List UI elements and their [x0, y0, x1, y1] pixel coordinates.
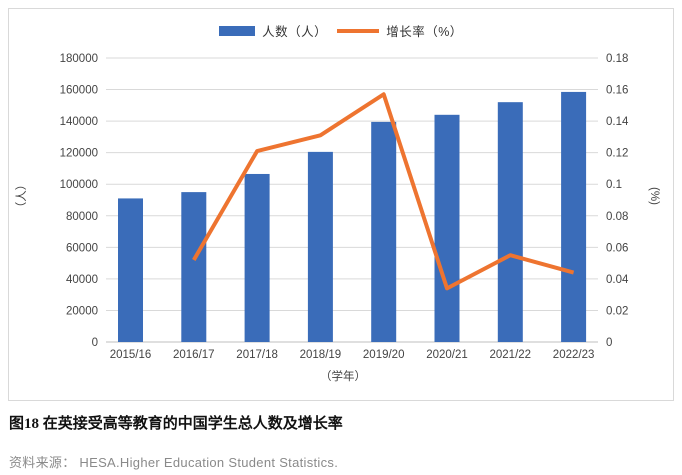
growth-rate-line — [192, 92, 575, 291]
y2-axis-tick-label: 0.16 — [606, 85, 628, 97]
y2-axis-tick-label: 0.1 — [606, 179, 622, 191]
bar-2016/17 — [181, 192, 207, 342]
legend-item-students: 人数（人） — [219, 21, 327, 40]
y-axis-tick-label: 80000 — [66, 211, 98, 223]
y-axis-tick-label: 100000 — [60, 179, 98, 191]
y2-axis-tick-label: 0 — [606, 337, 612, 349]
x-axis-title: （学年） — [320, 369, 366, 383]
bar-2022/23 — [561, 91, 587, 342]
legend-label-students: 人数（人） — [262, 25, 328, 39]
y2-axis-tick-label: 0.18 — [606, 53, 628, 65]
bar-2017/18 — [244, 173, 270, 342]
y2-axis-tick-label: 0.04 — [606, 274, 629, 286]
bar-2021/22 — [497, 102, 523, 342]
x-axis-tick-label: 2017/18 — [236, 349, 278, 361]
bar-2019/20 — [371, 121, 397, 343]
chart-legend: 人数（人） 增长率（%） — [9, 21, 673, 40]
y-axis-tick-label: 180000 — [60, 53, 98, 65]
y2-axis-tick-label: 0.14 — [606, 116, 629, 128]
bar-series-swatch-icon — [219, 25, 256, 36]
legend-item-growth: 增长率（%） — [337, 21, 463, 40]
x-axis-tick-label: 2016/17 — [173, 349, 215, 361]
x-axis-tick-label: 2022/23 — [553, 349, 595, 361]
bar-2015/16 — [118, 198, 143, 342]
y2-axis-tick-label: 0.06 — [606, 242, 628, 254]
combo-chart: 0 0 20000 0.02 40000 0.04 60000 0.06 80000 0.08 10… — [15, 53, 660, 383]
x-axis-tick-label: 2018/19 — [300, 349, 342, 361]
bar-2018/19 — [307, 151, 333, 342]
figure-source: 资料来源： HESA.Higher Education Student Stat… — [9, 455, 339, 470]
line-series-swatch-icon — [337, 28, 380, 33]
y-axis-tick-label: 20000 — [66, 305, 98, 317]
x-axis-tick-label: 2015/16 — [110, 349, 152, 361]
y-axis-tick-label: 120000 — [60, 148, 98, 160]
x-axis-tick-label: 2019/20 — [363, 349, 405, 361]
x-axis-tick-label: 2021/22 — [490, 349, 532, 361]
left-axis-title: （人） — [15, 179, 28, 214]
y-axis-tick-label: 160000 — [60, 85, 98, 97]
figure-caption: 图18 在英接受高等教育的中国学生总人数及增长率 — [9, 416, 343, 432]
y-axis-tick-label: 60000 — [66, 242, 98, 254]
y2-axis-tick-label: 0.12 — [606, 148, 628, 160]
legend-label-growth: 增长率（%） — [386, 25, 463, 39]
y2-axis-tick-label: 0.08 — [606, 211, 628, 223]
y-axis-tick-label: 140000 — [60, 116, 98, 128]
y-axis-tick-label: 40000 — [66, 274, 98, 286]
y2-axis-tick-label: 0.02 — [606, 305, 628, 317]
bar-2020/21 — [434, 114, 460, 342]
y-axis-tick-label: 0 — [92, 337, 98, 349]
right-axis-title: (%) — [648, 187, 660, 205]
x-axis-tick-label: 2020/21 — [426, 349, 468, 361]
chart-panel: 人数（人） 增长率（%） 0 0 20000 0.02 40000 0.04 60000 0.… — [8, 8, 674, 401]
